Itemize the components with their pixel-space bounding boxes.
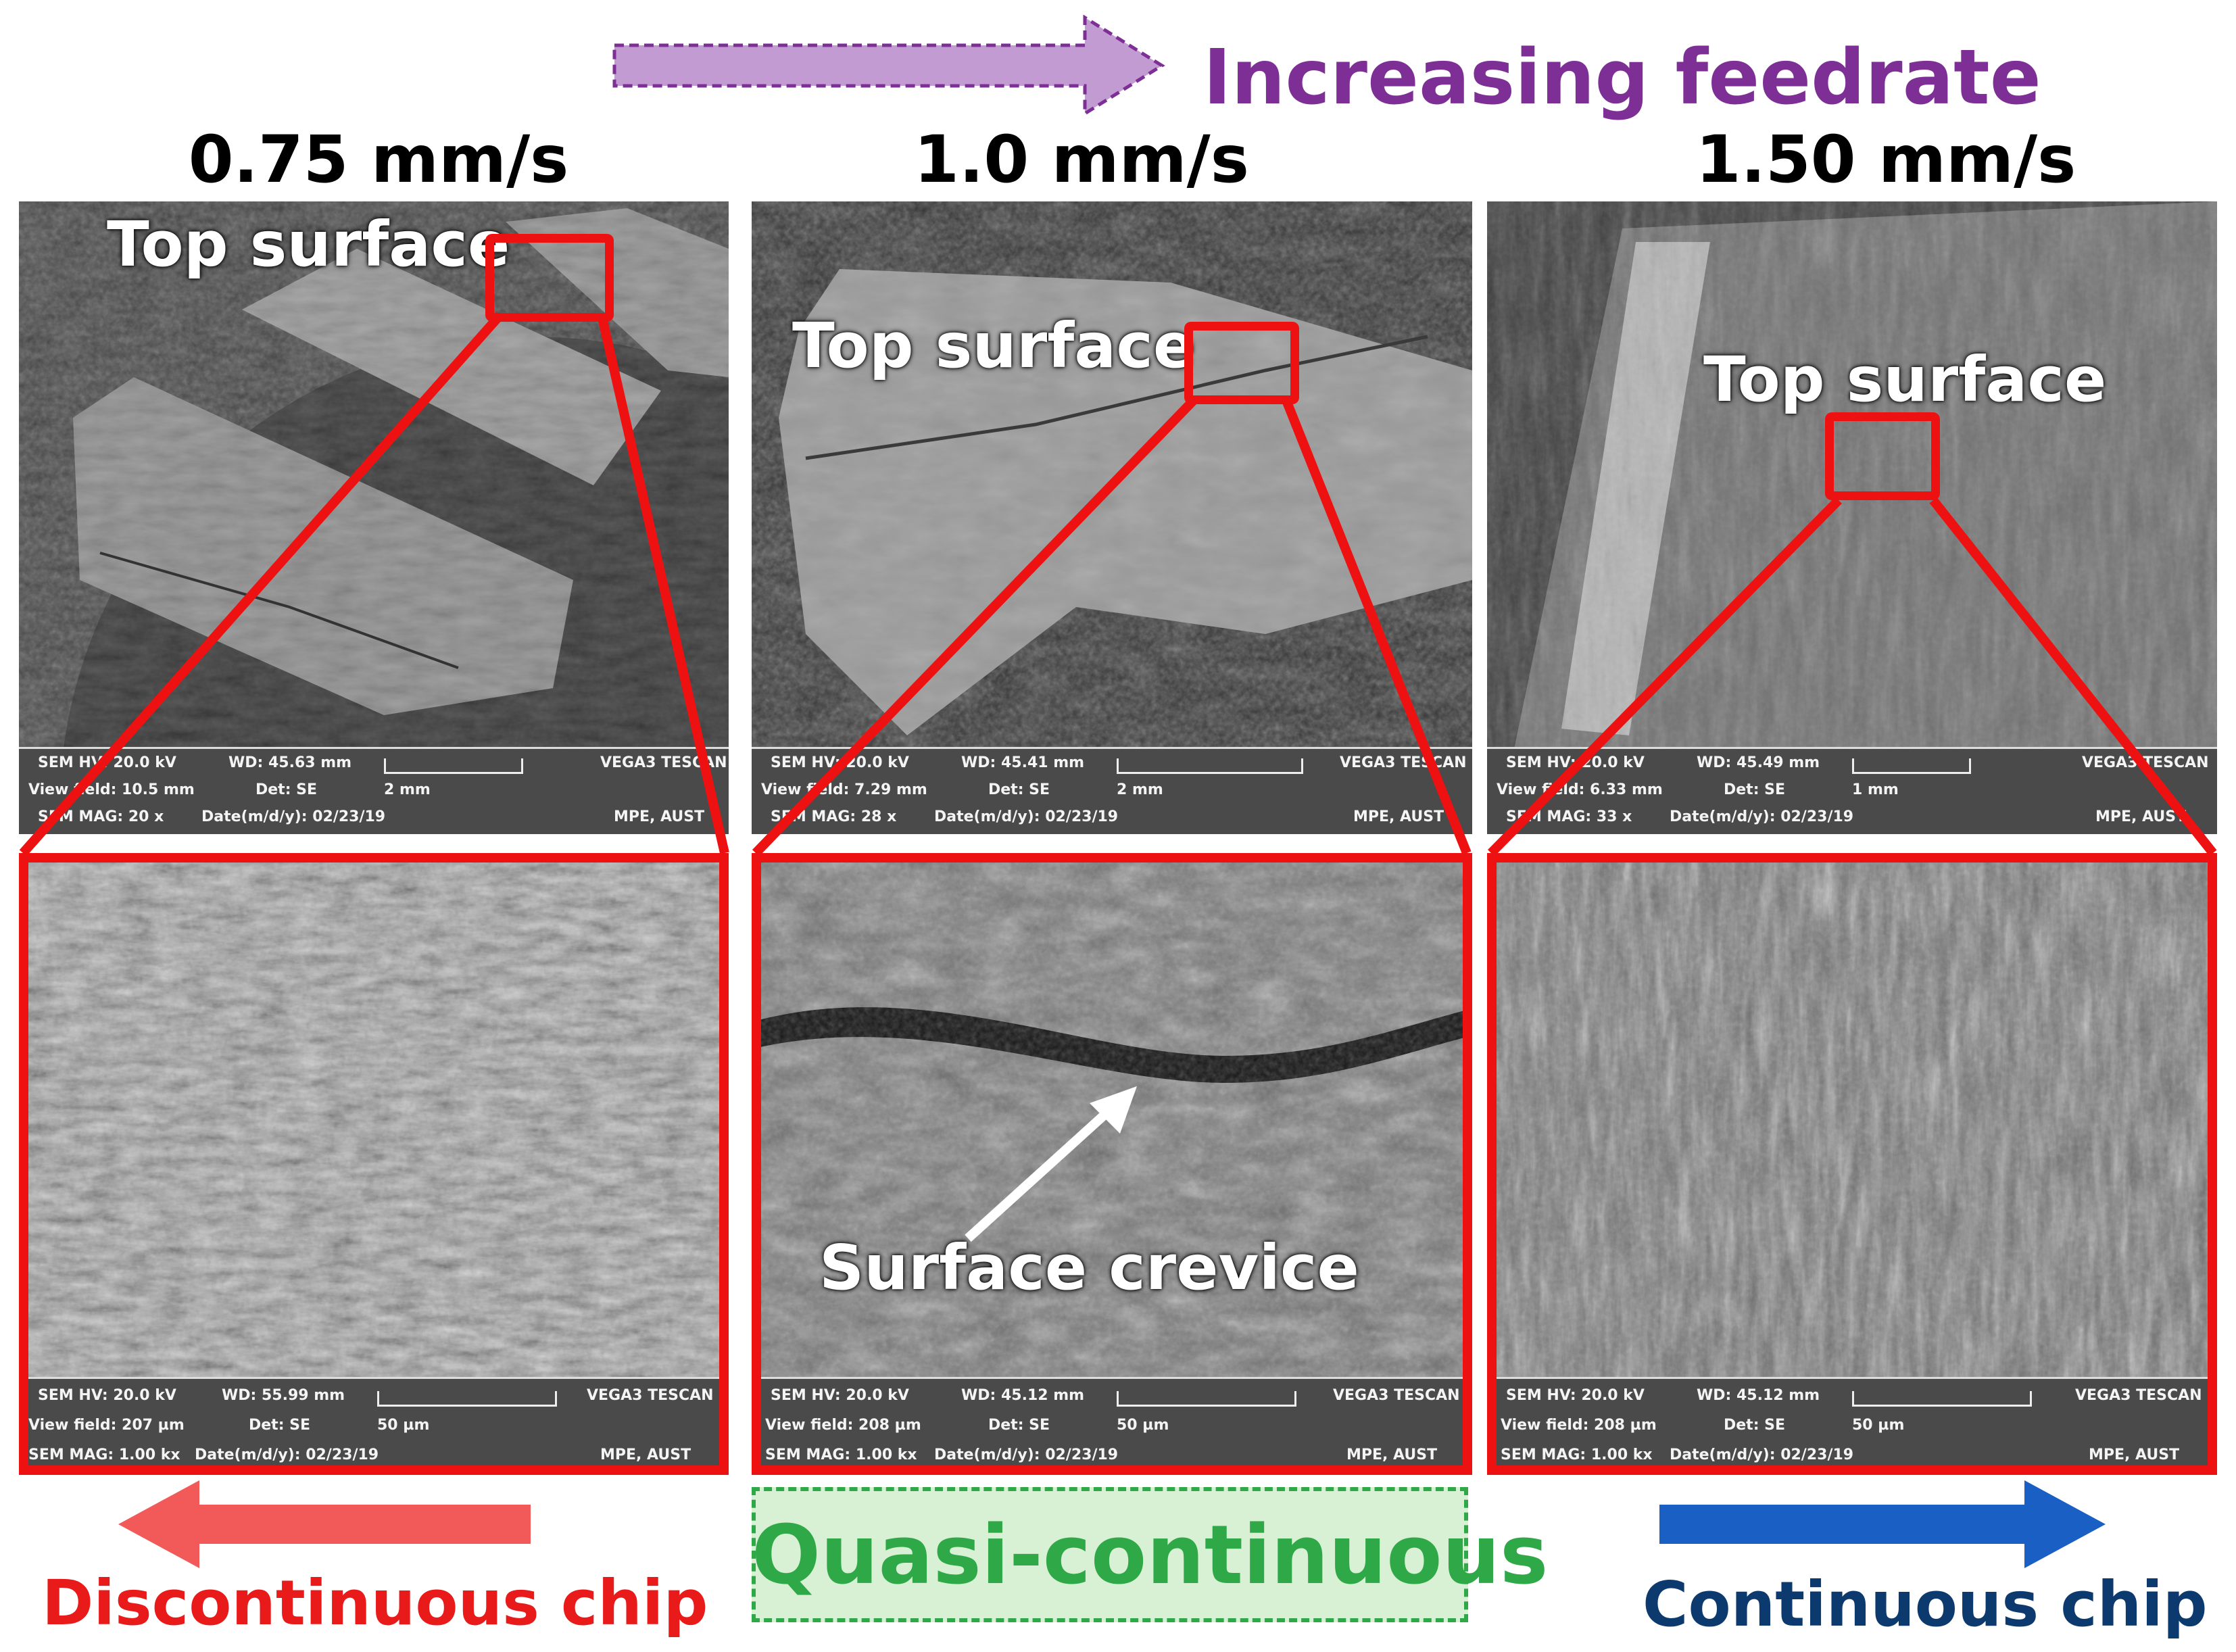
increasing-feedrate-label: Increasing feedrate	[1203, 34, 2041, 122]
sem-mag: SEM MAG: 1.00 kx	[28, 1447, 180, 1463]
quasi-continuous-box	[752, 1487, 1468, 1622]
sem-brand: VEGA3 TESCAN	[600, 754, 727, 771]
sem-scale: 2 mm	[384, 781, 431, 798]
magnified-frame-3	[1487, 853, 2217, 1475]
scale-bar	[1852, 1391, 2032, 1407]
region-of-interest-1	[485, 234, 614, 322]
sem-image-bottom-3	[1487, 853, 2217, 1379]
increasing-feedrate-arrow	[612, 15, 1165, 116]
scale-bar	[1117, 1391, 1296, 1407]
sem-org: MPE, AUST	[1346, 1447, 1438, 1463]
sem-top-1: Top surface SEM HV: 20.0 kV WD: 45.63 mm…	[19, 201, 729, 834]
top-surface-label-3: Top surface	[1703, 343, 2107, 416]
speed-label-1: 0.75 mm/s	[188, 122, 569, 197]
sem-detector: Det: SE	[1724, 781, 1786, 798]
discontinuous-chip-label: Discontinuous chip	[42, 1567, 708, 1639]
sem-org: MPE, AUST	[614, 808, 705, 825]
sem-info-bar-top-1: SEM HV: 20.0 kV WD: 45.63 mm VEGA3 TESCA…	[19, 747, 729, 834]
speed-label-2: 1.0 mm/s	[914, 122, 1249, 197]
sem-date: Date(m/d/y): 02/23/19	[195, 1447, 379, 1463]
sem-hv: SEM HV: 20.0 kV	[771, 754, 909, 771]
scale-bar	[1852, 758, 1971, 774]
top-surface-label-2: Top surface	[792, 310, 1196, 382]
sem-scale: 2 mm	[1117, 781, 1163, 798]
crevice-arrow	[965, 1086, 1137, 1242]
sem-mag: SEM MAG: 1.00 kx	[765, 1447, 917, 1463]
sem-hv: SEM HV: 20.0 kV	[1506, 1387, 1645, 1404]
sem-scale: 1 mm	[1852, 781, 1899, 798]
sem-image-top-2	[752, 201, 1472, 749]
sem-mag: SEM MAG: 28 x	[771, 808, 897, 825]
sem-scale: 50 µm	[377, 1417, 430, 1434]
continuous-chip-label: Continuous chip	[1643, 1568, 2208, 1641]
sem-info-bar-top-3: SEM HV: 20.0 kV WD: 45.49 mm VEGA3 TESCA…	[1487, 747, 2217, 834]
sem-info-bar-bottom-3: SEM HV: 20.0 kV WD: 45.12 mm VEGA3 TESCA…	[1487, 1377, 2217, 1475]
region-of-interest-2	[1184, 322, 1299, 404]
sem-detector: Det: SE	[1724, 1417, 1786, 1434]
sem-brand: VEGA3 TESCAN	[2082, 754, 2209, 771]
sem-wd: WD: 55.99 mm	[222, 1387, 345, 1404]
top-surface-label-1: Top surface	[107, 208, 510, 281]
magnified-frame-1	[19, 853, 729, 1475]
sem-org: MPE, AUST	[1353, 808, 1444, 825]
sem-hv: SEM HV: 20.0 kV	[38, 754, 176, 771]
sem-image-top-1	[19, 201, 729, 749]
surface-crevice-label: Surface crevice	[819, 1232, 1359, 1304]
sem-mag: SEM MAG: 33 x	[1506, 808, 1632, 825]
sem-hv: SEM HV: 20.0 kV	[38, 1387, 176, 1404]
scale-bar	[377, 1391, 557, 1407]
sem-wd: WD: 45.12 mm	[961, 1387, 1085, 1404]
sem-date: Date(m/d/y): 02/23/19	[201, 808, 386, 825]
sem-wd: WD: 45.41 mm	[961, 754, 1085, 771]
sem-image-bottom-1	[19, 853, 729, 1379]
sem-brand: VEGA3 TESCAN	[1340, 754, 1467, 771]
sem-scale: 50 µm	[1117, 1417, 1169, 1434]
sem-date: Date(m/d/y): 02/23/19	[934, 1447, 1119, 1463]
sem-date: Date(m/d/y): 02/23/19	[1670, 808, 1854, 825]
sem-mag: SEM MAG: 20 x	[38, 808, 164, 825]
continuous-arrow	[1659, 1480, 2106, 1568]
sem-detector: Det: SE	[988, 1417, 1050, 1434]
sem-top-2: Top surface SEM HV: 20.0 kV WD: 45.41 mm…	[752, 201, 1472, 834]
sem-bottom-1: SEM HV: 20.0 kV WD: 55.99 mm VEGA3 TESCA…	[19, 853, 729, 1475]
quasi-continuous-label: Quasi-continuous	[752, 1509, 1549, 1603]
sem-detector: Det: SE	[256, 781, 318, 798]
scale-bar	[384, 758, 523, 774]
sem-view-field: View field: 207 µm	[28, 1417, 185, 1434]
sem-info-bar-bottom-2: SEM HV: 20.0 kV WD: 45.12 mm VEGA3 TESCA…	[752, 1377, 1472, 1475]
sem-hv: SEM HV: 20.0 kV	[1506, 754, 1645, 771]
sem-brand: VEGA3 TESCAN	[1333, 1387, 1460, 1404]
sem-org: MPE, AUST	[2089, 1447, 2180, 1463]
sem-date: Date(m/d/y): 02/23/19	[934, 808, 1119, 825]
sem-view-field: View field: 10.5 mm	[28, 781, 195, 798]
magnified-frame-2	[752, 853, 1472, 1475]
speed-label-3: 1.50 mm/s	[1695, 122, 2076, 197]
sem-view-field: View field: 7.29 mm	[761, 781, 927, 798]
sem-org: MPE, AUST	[2095, 808, 2187, 825]
sem-info-bar-top-2: SEM HV: 20.0 kV WD: 45.41 mm VEGA3 TESCA…	[752, 747, 1472, 834]
sem-wd: WD: 45.63 mm	[228, 754, 352, 771]
sem-wd: WD: 45.12 mm	[1697, 1387, 1820, 1404]
sem-info-bar-bottom-1: SEM HV: 20.0 kV WD: 55.99 mm VEGA3 TESCA…	[19, 1377, 729, 1475]
sem-brand: VEGA3 TESCAN	[587, 1387, 714, 1404]
sem-mag: SEM MAG: 1.00 kx	[1501, 1447, 1653, 1463]
sem-brand: VEGA3 TESCAN	[2075, 1387, 2202, 1404]
sem-wd: WD: 45.49 mm	[1697, 754, 1820, 771]
sem-view-field: View field: 6.33 mm	[1497, 781, 1663, 798]
sem-view-field: View field: 208 µm	[765, 1417, 921, 1434]
region-of-interest-3	[1825, 412, 1940, 500]
sem-bottom-3: SEM HV: 20.0 kV WD: 45.12 mm VEGA3 TESCA…	[1487, 853, 2217, 1475]
sem-view-field: View field: 208 µm	[1501, 1417, 1657, 1434]
discontinuous-arrow	[118, 1480, 531, 1568]
sem-detector: Det: SE	[988, 781, 1050, 798]
sem-bottom-2: Surface crevice SEM HV: 20.0 kV WD: 45.1…	[752, 853, 1472, 1475]
sem-org: MPE, AUST	[600, 1447, 691, 1463]
scale-bar	[1117, 758, 1303, 774]
sem-hv: SEM HV: 20.0 kV	[771, 1387, 909, 1404]
sem-top-3: Top surface SEM HV: 20.0 kV WD: 45.49 mm…	[1487, 201, 2217, 834]
sem-detector: Det: SE	[249, 1417, 311, 1434]
sem-scale: 50 µm	[1852, 1417, 1905, 1434]
sem-date: Date(m/d/y): 02/23/19	[1670, 1447, 1854, 1463]
